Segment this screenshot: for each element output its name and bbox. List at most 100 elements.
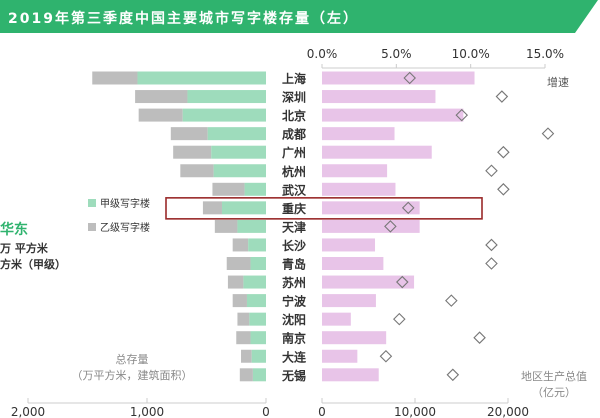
city-label: 青岛	[282, 257, 306, 272]
stock-bar-grade-a	[250, 257, 266, 270]
gdp-bar	[322, 219, 420, 233]
city-label: 无锡	[281, 368, 306, 383]
stock-bar-grade-b	[232, 294, 247, 308]
gdp-bar	[322, 201, 420, 215]
left-axis-label-line2: （万平方米，建筑面积）	[72, 368, 193, 382]
gdp-bar	[322, 275, 415, 289]
region-detail-line2: 方米（甲级）	[0, 257, 66, 271]
growth-marker	[485, 257, 498, 270]
growth-marker	[401, 201, 415, 215]
header-band	[0, 0, 598, 33]
stock-bar-grade-a	[213, 164, 266, 178]
growth-marker	[384, 220, 397, 233]
stock-bar-grade-a	[246, 294, 266, 308]
growth-marker	[455, 108, 469, 122]
left-axis-tick-label: 0	[262, 405, 270, 418]
stock-bar-grade-b	[227, 275, 244, 289]
city-label: 南京	[282, 331, 306, 346]
stock-bar-grade-b	[180, 164, 214, 178]
city-label: 成都	[282, 127, 306, 142]
stock-bar-grade-b	[237, 312, 250, 326]
left-axis-tick-label: 2,000	[11, 405, 45, 418]
growth-marker	[403, 71, 416, 85]
gdp-bar	[322, 164, 388, 178]
city-label: 杭州	[282, 164, 306, 179]
gdp-bar	[322, 331, 387, 345]
stock-bar-grade-b	[170, 127, 208, 141]
gdp-axis-tick-label: 10,000	[394, 405, 436, 418]
region-label: 华东	[0, 221, 28, 238]
legend-label-grade-a: 甲级写字楼	[100, 197, 150, 210]
gdp-bar	[322, 127, 395, 141]
growth-marker	[396, 275, 409, 289]
growth-marker	[379, 349, 393, 363]
stock-bar-grade-a	[137, 71, 266, 85]
stock-bar-grade-a	[187, 90, 266, 104]
city-label: 北京	[282, 108, 306, 123]
stock-bar-grade-a	[250, 331, 266, 345]
gdp-bar	[322, 312, 351, 326]
growth-axis-label: 增速	[547, 75, 569, 89]
growth-marker	[497, 183, 510, 196]
gdp-bar	[322, 238, 376, 252]
city-label: 长沙	[282, 238, 306, 253]
growth-axis-tick-label: 15.0%	[526, 47, 564, 61]
stock-bar-grade-b	[239, 368, 253, 382]
gdp-bar	[322, 90, 436, 104]
stock-bar-grade-b	[241, 349, 252, 363]
city-label: 上海	[282, 71, 306, 86]
city-label: 深圳	[282, 90, 306, 105]
stock-bar-grade-b	[92, 71, 138, 85]
gdp-bar	[322, 108, 464, 122]
gdp-bar	[322, 257, 384, 270]
legend-swatch-grade-b	[88, 223, 96, 231]
stock-bar-grade-b	[212, 182, 245, 196]
stock-bar-grade-b	[138, 108, 183, 122]
region-detail-line1: 万 平方米	[0, 241, 49, 255]
gdp-bar	[322, 182, 396, 196]
growth-marker	[473, 331, 486, 344]
gdp-axis-label-line2: （亿元）	[532, 386, 576, 399]
stock-bar-grade-a	[251, 349, 266, 363]
stock-bar-grade-a	[221, 201, 266, 215]
city-label: 武汉	[282, 182, 307, 197]
city-label: 重庆	[282, 201, 306, 216]
city-label: 大连	[282, 349, 307, 364]
gdp-axis-tick-label: 20,000	[487, 405, 529, 418]
stock-bar-grade-a	[249, 312, 266, 326]
gdp-bar	[322, 145, 432, 159]
gdp-bar	[322, 71, 475, 85]
stock-bar-grade-b	[232, 238, 249, 252]
growth-marker	[485, 238, 498, 252]
left-axis-label-line1: 总存量	[116, 352, 149, 366]
city-label: 天津	[282, 219, 306, 234]
gdp-axis-tick-label: 0	[318, 405, 326, 418]
growth-marker	[393, 312, 406, 326]
legend-swatch-grade-a	[88, 199, 96, 207]
stock-bar-grade-a	[237, 219, 266, 233]
gdp-bar	[322, 368, 379, 382]
gdp-bar	[322, 294, 376, 308]
stock-bar-grade-b	[214, 219, 238, 233]
stock-bar-grade-b	[202, 201, 222, 215]
stock-bar-grade-a	[207, 127, 266, 141]
stock-bar-grade-b	[236, 331, 251, 345]
city-label: 苏州	[282, 275, 306, 290]
city-label: 广州	[282, 145, 306, 160]
growth-marker	[497, 145, 510, 159]
highlight-box	[165, 197, 483, 220]
growth-axis-tick-label: 5.0%	[381, 47, 412, 61]
growth-marker	[495, 90, 509, 103]
legend-label-grade-b: 乙级写字楼	[100, 221, 150, 234]
stock-bar-grade-a	[244, 182, 266, 196]
left-axis-tick-label: 1,000	[130, 405, 164, 418]
gdp-axis-label-line1: 地区生产总值	[521, 369, 587, 383]
stock-bar-grade-a	[248, 238, 266, 252]
stock-bar-grade-b	[173, 145, 212, 159]
stock-bar-grade-a	[243, 275, 266, 289]
stock-bar-grade-a	[182, 108, 266, 122]
growth-axis-tick-label: 0.0%	[307, 47, 338, 61]
